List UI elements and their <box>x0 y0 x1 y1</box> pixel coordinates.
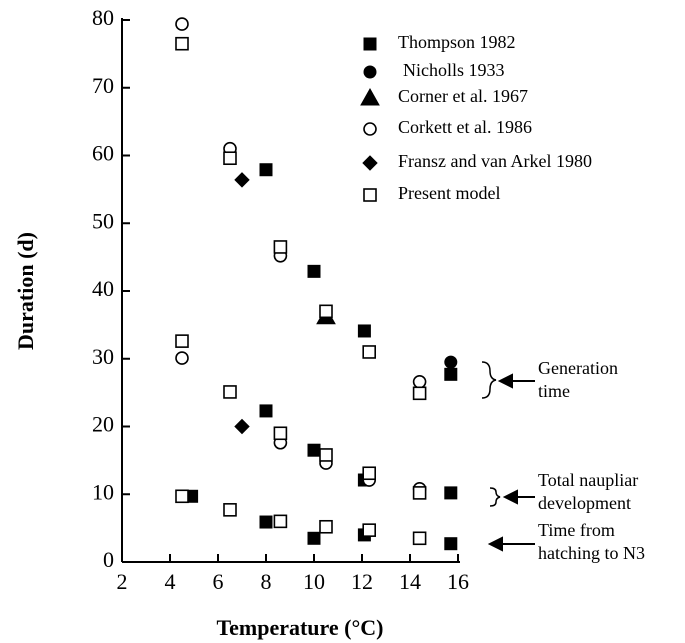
marker <box>363 37 377 51</box>
marker <box>412 486 427 500</box>
marker <box>412 374 427 389</box>
marker <box>259 515 273 529</box>
arrows <box>487 373 535 552</box>
marker <box>307 531 321 545</box>
marker <box>273 240 288 254</box>
y-tick-label: 80 <box>92 5 114 30</box>
marker <box>175 36 189 51</box>
marker <box>362 345 377 359</box>
annotation: Generation <box>538 358 618 378</box>
marker <box>223 503 237 517</box>
y-tick-label: 30 <box>92 344 114 369</box>
marker <box>175 334 189 348</box>
marker <box>357 324 371 338</box>
legend-label: Nicholls 1933 <box>403 60 505 80</box>
marker <box>362 466 377 481</box>
marker <box>273 426 288 441</box>
y-tick-label: 40 <box>92 276 114 301</box>
annotation: hatching to N3 <box>538 543 645 563</box>
marker <box>362 155 378 171</box>
marker <box>412 386 427 401</box>
y-tick-label: 10 <box>92 479 114 504</box>
x-tick-label: 16 <box>447 569 469 594</box>
x-tick-label: 6 <box>213 569 224 594</box>
marker <box>363 122 377 136</box>
marker <box>234 172 250 188</box>
marker <box>444 367 458 381</box>
x-tick-label: 8 <box>261 569 272 594</box>
x-tick-label: 14 <box>399 569 421 594</box>
x-tick-label: 12 <box>351 569 373 594</box>
x-tick-label: 4 <box>165 569 176 594</box>
annotation: time <box>538 381 570 401</box>
marker <box>444 486 458 500</box>
marker <box>223 385 237 399</box>
legend-label: Fransz and van Arkel 1980 <box>398 151 592 171</box>
marker <box>363 65 377 79</box>
marker <box>175 351 189 365</box>
y-tick-label: 60 <box>92 141 114 166</box>
y-tick-label: 70 <box>92 73 114 98</box>
legend-label: Present model <box>398 183 500 203</box>
marker <box>223 151 237 166</box>
x-axis-label: Temperature (°C) <box>216 615 383 640</box>
marker <box>412 531 427 546</box>
y-tick-label: 20 <box>92 412 114 437</box>
marker <box>319 519 333 534</box>
marker <box>273 514 288 529</box>
legend-label: Thompson 1982 <box>398 32 516 52</box>
brace <box>489 487 501 507</box>
marker <box>234 418 250 435</box>
annotation: Time from <box>538 520 615 540</box>
marker <box>319 304 333 319</box>
brace <box>481 361 497 399</box>
x-tick-label: 10 <box>303 569 325 594</box>
marker <box>319 448 333 462</box>
marker <box>362 523 377 537</box>
marker <box>175 17 189 31</box>
y-tick-label: 50 <box>92 208 114 233</box>
legend-label: Corkett et al. 1986 <box>398 117 532 137</box>
marker <box>259 163 273 177</box>
marker <box>444 537 458 551</box>
marker <box>175 489 189 504</box>
annotation: development <box>538 493 631 513</box>
marker <box>307 264 321 278</box>
y-tick-label: 0 <box>103 547 114 572</box>
marker <box>307 443 321 457</box>
marker <box>259 404 273 418</box>
annotation: Total naupliar <box>538 470 638 490</box>
y-axis-label: Duration (d) <box>13 232 38 350</box>
marker <box>363 188 377 202</box>
legend-label: Corner et al. 1967 <box>398 86 528 106</box>
marker <box>444 355 458 369</box>
marker <box>360 87 380 106</box>
x-tick-label: 2 <box>117 569 128 594</box>
